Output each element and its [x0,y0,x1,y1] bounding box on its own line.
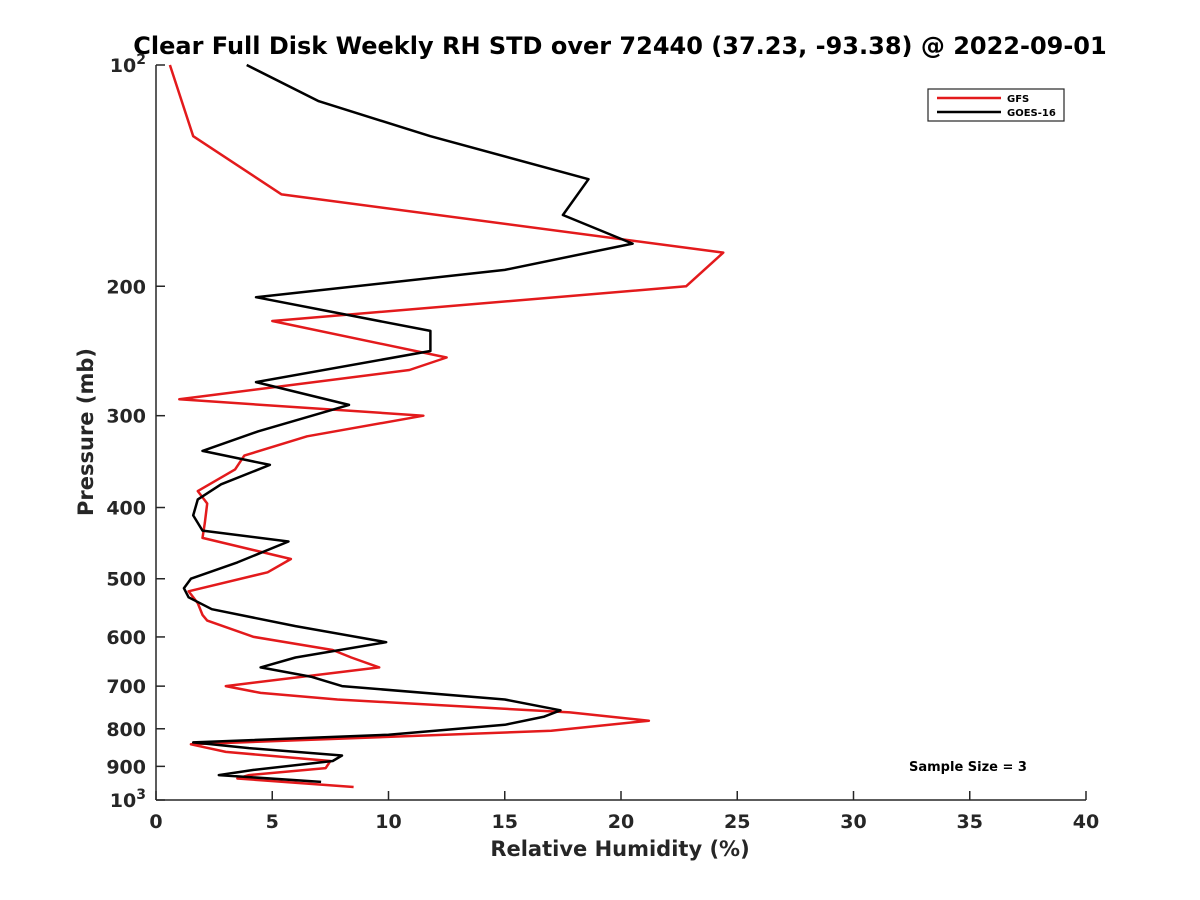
y-tick-label-power: 102 [110,52,146,77]
x-ticks: 0 5 10 15 20 25 30 35 40 [149,791,1099,833]
x-axis-label: Relative Humidity (%) [490,837,749,861]
x-tick-label: 5 [266,811,279,833]
x-tick-label: 15 [492,811,518,833]
x-tick-label: 20 [608,811,634,833]
y-tick-label: 500 [106,569,146,591]
y-tick-label: 400 [106,498,146,520]
y-tick-label: 700 [106,676,146,698]
y-axis-label: Pressure (mb) [74,348,98,516]
y-tick-label: 300 [106,406,146,428]
x-tick-label: 30 [840,811,866,833]
series-layer [168,63,725,789]
legend: GFS GOES-16 [927,88,1065,122]
legend-box [927,88,1065,122]
y-tick-label-power: 103 [110,787,146,812]
x-tick-label: 25 [724,811,750,833]
series-line-goes-16 [182,63,634,784]
legend-label-goes-16: GOES-16 [1007,108,1056,119]
y-tick-label: 200 [106,276,146,298]
x-tick-label: 35 [957,811,983,833]
sample-size-annotation: Sample Size = 3 [909,760,1027,775]
series-line-gfs [168,64,725,789]
legend-label-gfs: GFS [1007,94,1029,105]
y-tick-label: 900 [106,756,146,778]
chart-title: Clear Full Disk Weekly RH STD over 72440… [133,32,1106,60]
x-tick-label: 40 [1073,811,1099,833]
y-tick-label: 800 [106,719,146,741]
x-tick-label: 10 [375,811,401,833]
y-tick-label: 600 [106,627,146,649]
x-tick-label: 0 [149,811,162,833]
y-ticks: 200 300 400 500 600 700 800 900 102 103 [106,52,165,812]
